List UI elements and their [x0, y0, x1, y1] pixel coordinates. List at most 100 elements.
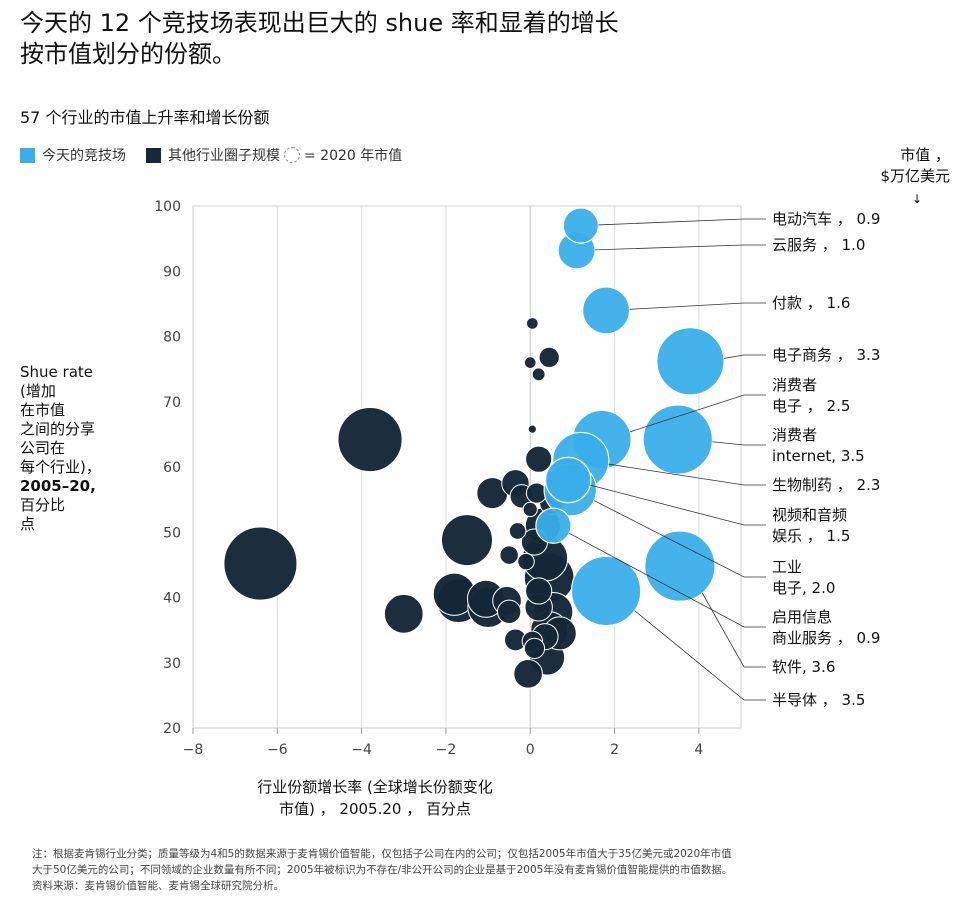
title-line-2: 按市值划分的份额。	[20, 40, 236, 68]
page-title: 今天的 12 个竞技场表现出巨大的 shue 率和显着的增长 按市值划分的份额。	[20, 8, 619, 70]
x-tick-label: −4	[351, 742, 372, 758]
y-tick-label: 100	[154, 199, 181, 215]
other-industry-bubble	[517, 552, 535, 571]
arena-label: 软件, 3.6	[772, 658, 835, 676]
source-line: 资料来源：麦肯锡价值智能、麦肯锡全球研究院分析。	[32, 880, 284, 892]
legend-other-label: 其他行业圈子规模	[168, 148, 280, 164]
arena-label: internet, 3.5	[772, 447, 865, 465]
x-tick-label: −6	[267, 742, 288, 758]
legend-size-eq: = 2020 年市值	[304, 148, 403, 164]
arena-label: 电子商务 ， 3.3	[772, 346, 880, 364]
ylabel-line: 在市值	[20, 401, 66, 419]
arena-bubbles	[535, 207, 725, 627]
arena-label: 消费者	[772, 426, 817, 444]
y-tick-label: 50	[163, 525, 181, 541]
arena-bubble	[644, 530, 716, 602]
arena-label: 生物制药 ， 2.3	[772, 476, 880, 494]
arena-bubble	[562, 207, 599, 244]
ylabel-line: 百分比	[20, 496, 66, 514]
arena-bubble	[535, 507, 572, 544]
leader-line	[629, 302, 766, 310]
leader-line	[595, 244, 766, 251]
leader-line	[590, 484, 766, 526]
arena-bubble	[642, 404, 713, 475]
arena-label: 电动汽车 ， 0.9	[772, 210, 880, 228]
other-industry-bubble	[440, 514, 494, 567]
size-title-line-2: $万亿美元	[880, 167, 950, 185]
size-key-circle-icon	[284, 147, 300, 163]
arena-label: 启用信息	[772, 608, 832, 626]
other-industry-bubble	[523, 356, 537, 369]
plot-frame	[192, 205, 742, 729]
legend-arena-label: 今天的竞技场	[42, 148, 126, 164]
leader-line	[608, 463, 766, 486]
other-industry-bubble	[538, 346, 560, 369]
leader-line	[598, 218, 766, 226]
arena-label: 电子, 2.0	[772, 579, 835, 597]
ylabel-period: 2005–20,	[20, 477, 96, 495]
y-tick-label: 90	[163, 264, 181, 280]
x-tick-label: 4	[694, 742, 703, 758]
other-industries-bubbles	[223, 317, 577, 689]
other-industry-bubble	[525, 317, 539, 330]
footnotes: 注：根据麦肯锡行业分类；质量等级为4和5的数据来源于麦肯锡价值智能，仅包括子公司…	[32, 846, 937, 894]
y-tick-label: 40	[163, 591, 181, 607]
xlabel-line-2: 市值) ， 2005.20 ， 百分点	[279, 800, 471, 818]
arena-label: 视频和音频	[772, 506, 847, 524]
arena-bubble	[544, 456, 592, 504]
leader-lines	[569, 218, 766, 701]
x-tick-label: −2	[436, 742, 457, 758]
leader-line	[629, 394, 766, 433]
y-tick-label: 60	[163, 460, 181, 476]
y-axis-label: Shue rate (增加 在市值 之间的分享 公司在 每个行业)， 2005–…	[20, 363, 132, 534]
other-industry-bubble	[523, 637, 546, 660]
arena-label: 半导体 ， 3.5	[772, 691, 865, 709]
y-tick-label: 70	[163, 395, 181, 411]
other-industry-bubble	[508, 522, 527, 540]
x-axis-label: 行业份额增长率 (全球增长份额变化 市值) ， 2005.20 ， 百分点	[205, 776, 545, 820]
xlabel-line-1: 行业份额增长率 (全球增长份额变化	[257, 778, 493, 796]
arena-label: 消费者	[772, 376, 817, 394]
leader-line	[702, 592, 766, 668]
y-tick-label: 80	[163, 330, 181, 346]
x-tick-label: 2	[610, 742, 619, 758]
other-industry-bubble	[496, 599, 522, 625]
other-industry-bubble	[513, 659, 543, 689]
ylabel-line: 公司在	[20, 439, 66, 457]
other-industry-bubble	[383, 593, 424, 634]
other-industry-bubble	[337, 407, 403, 473]
leader-line	[723, 354, 766, 359]
leader-line	[712, 441, 766, 446]
arena-bubble	[656, 327, 725, 396]
other-industry-bubble	[223, 526, 298, 601]
other-industry-bubble	[499, 545, 519, 565]
other-swatch	[146, 147, 161, 163]
size-axis-title: 市值 ， $万亿美元	[810, 145, 950, 187]
other-industry-bubble	[525, 445, 553, 473]
chart-subtitle: 57 个行业的市值上升率和增长份额	[20, 108, 270, 127]
leader-line	[593, 500, 766, 578]
note-line-2: 大于50亿美元的公司；不同领域的企业数量有所不同；2005年被标识为不存在/非公…	[32, 864, 733, 876]
arena-label: 工业	[772, 558, 802, 576]
arena-label: 电子 ， 2.5	[772, 397, 850, 415]
other-industry-bubble	[531, 367, 546, 382]
ylabel-line: Shue rate	[20, 363, 94, 381]
x-tick-label: −8	[183, 742, 204, 758]
other-industry-bubble	[525, 577, 553, 605]
arena-label: 商业服务 ， 0.9	[772, 629, 880, 647]
arena-label: 娱乐 ， 1.5	[772, 527, 850, 545]
y-tick-label: 20	[163, 721, 181, 737]
chart-axes: −8 −6 −4 −2 0 2 4 20 30 40 50 60 70 80 90 100	[154, 199, 703, 758]
arena-bubble	[570, 555, 642, 627]
title-line-1: 今天的 12 个竞技场表现出巨大的 shue 率和显着的增长	[20, 9, 619, 37]
ylabel-line: 每个行业)，	[20, 458, 101, 476]
ylabel-line: (增加	[20, 382, 56, 400]
size-title-line-1: 市值 ，	[900, 146, 950, 164]
other-industry-bubble	[527, 424, 537, 434]
arena-swatch	[20, 147, 35, 163]
note-line-1: 注：根据麦肯锡行业分类；质量等级为4和5的数据来源于麦肯锡价值智能，仅包括子公司…	[32, 848, 732, 860]
arena-labels: 电动汽车 ， 0.9 云服务 ， 1.0 付款 ， 1.6 电子商务 ， 3.3 消费者…	[772, 210, 880, 709]
other-industry-bubble	[525, 482, 548, 504]
down-arrow-icon: ↓	[912, 192, 923, 206]
